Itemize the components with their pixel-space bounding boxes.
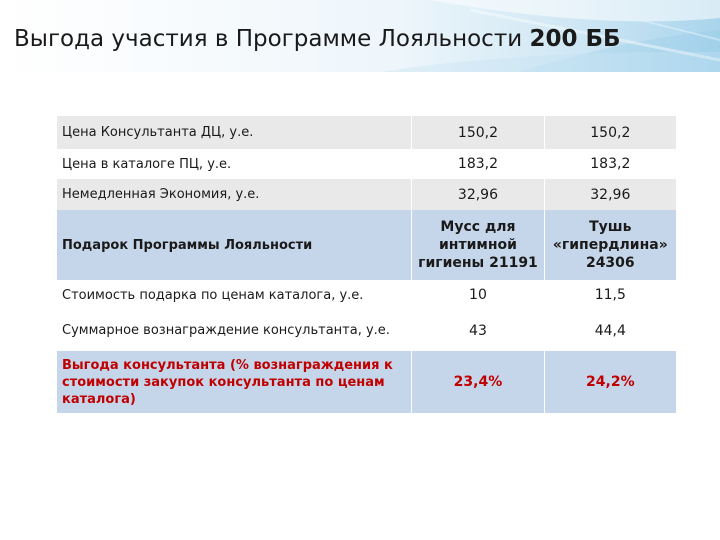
table-row: Суммарное вознаграждение консультанта, у…: [57, 310, 676, 351]
row-value-2: 11,5: [544, 280, 676, 310]
row-value-1: 183,2: [411, 149, 545, 179]
row-value-1: 150,2: [411, 116, 545, 149]
row-label: Подарок Программы Лояльности: [57, 210, 413, 280]
row-label: Суммарное вознаграждение консультанта, у…: [57, 310, 413, 351]
table-row: Цена Консультанта ДЦ, у.е. 150,2 150,2: [57, 116, 676, 149]
gift-2-line: Тушь: [589, 219, 632, 235]
row-value-2: 32,96: [544, 179, 676, 210]
slide-title-bold: 200 ББ: [529, 26, 621, 52]
row-label: Немедленная Экономия, у.е.: [57, 179, 413, 210]
row-value-1: 43: [411, 310, 545, 351]
row-value-1: 23,4%: [411, 351, 545, 413]
table-row: Немедленная Экономия, у.е. 32,96 32,96: [57, 179, 676, 210]
row-label: Стоимость подарка по ценам каталога, у.е…: [57, 280, 413, 310]
header-decoration: [380, 0, 720, 72]
gift-2-line: «гипердлина»: [552, 237, 668, 253]
row-value-2: 150,2: [544, 116, 676, 149]
gift-1: Мусс для интимной гигиены 21191: [411, 210, 545, 280]
gift-1-line: Мусс для: [440, 219, 516, 235]
gift-2-line: 24306: [585, 255, 635, 271]
table-row: Цена в каталоге ПЦ, у.е. 183,2 183,2: [57, 149, 676, 179]
row-label: Цена в каталоге ПЦ, у.е.: [57, 149, 413, 179]
gift-2: Тушь «гипердлина» 24306: [544, 210, 676, 280]
gift-1-line: интимной: [438, 237, 517, 253]
row-value-2: 183,2: [544, 149, 676, 179]
slide-title: Выгода участия в Программе Лояльности 20…: [14, 26, 621, 52]
row-label: Цена Консультанта ДЦ, у.е.: [57, 116, 413, 149]
loyalty-benefit-table: Цена Консультанта ДЦ, у.е. 150,2 150,2 Ц…: [57, 116, 676, 413]
row-value-2: 44,4: [544, 310, 676, 351]
row-value-2: 24,2%: [544, 351, 676, 413]
table-row-highlight: Выгода консультанта (% вознаграждения к …: [57, 351, 676, 413]
gift-1-line: гигиены 21191: [418, 255, 538, 271]
row-value-1: 10: [411, 280, 545, 310]
row-label: Выгода консультанта (% вознаграждения к …: [57, 351, 413, 413]
row-value-1: 32,96: [411, 179, 545, 210]
table-row: Стоимость подарка по ценам каталога, у.е…: [57, 280, 676, 310]
table-row-gift: Подарок Программы Лояльности Мусс для ин…: [57, 210, 676, 280]
